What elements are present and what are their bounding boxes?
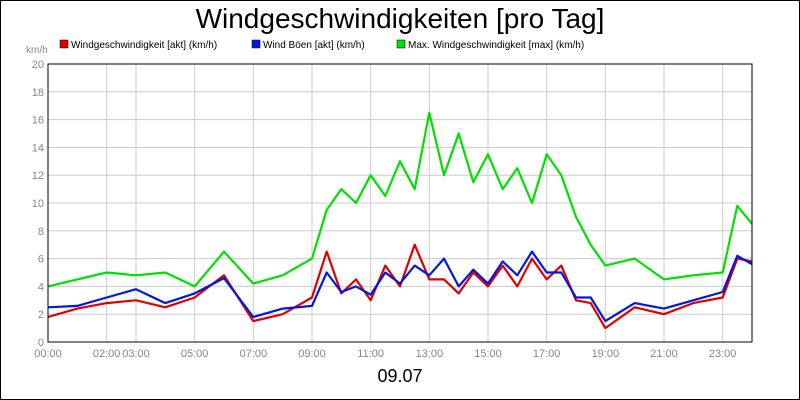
x-tick-label: 03:00 — [122, 348, 150, 360]
legend: Windgeschwindigkeit [akt] (km/h) Wind Böe… — [59, 39, 584, 51]
x-tick-label: 13:00 — [416, 348, 444, 360]
y-tick-label: 14 — [32, 142, 44, 154]
y-axis-unit-label: km/h — [26, 45, 48, 56]
x-tick-label: 00:00 — [34, 348, 62, 360]
y-tick-label: 10 — [32, 198, 44, 210]
x-axis-ticks: 00:00 02:00 03:00 05:00 07:00 09:00 11:00 13:00… — [34, 348, 736, 360]
y-tick-label: 0 — [38, 337, 44, 349]
x-tick-label: 23:00 — [709, 348, 737, 360]
x-tick-label: 02:00 — [93, 348, 121, 360]
legend-swatch — [251, 39, 261, 49]
y-tick-label: 8 — [38, 226, 44, 238]
y-tick-label: 20 — [32, 59, 44, 71]
y-tick-label: 16 — [32, 115, 44, 127]
series-line-1 — [47, 250, 753, 323]
y-tick-label: 2 — [38, 309, 44, 321]
x-tick-label: 05:00 — [181, 348, 209, 360]
y-tick-label: 6 — [38, 254, 44, 266]
x-tick-label: 09:00 — [298, 348, 326, 360]
legend-swatch — [396, 39, 406, 49]
y-tick-label: 4 — [38, 281, 44, 293]
x-tick-label: 17:00 — [533, 348, 561, 360]
x-tick-label: 11:00 — [357, 348, 384, 360]
x-tick-label: 21:00 — [650, 348, 678, 360]
legend-label: Max. Windgeschwindigkeit [max] (km/h) — [408, 40, 584, 51]
y-tick-label: 18 — [32, 87, 44, 99]
y-tick-label: 12 — [32, 170, 44, 182]
x-tick-label: 19:00 — [592, 348, 620, 360]
plot-border — [47, 63, 753, 343]
date-label: 09.07 — [377, 366, 423, 386]
x-tick-label: 07:00 — [240, 348, 268, 360]
series-line-2 — [47, 111, 753, 288]
x-tick-label: 15:00 — [474, 348, 502, 360]
series-line-0 — [47, 243, 753, 330]
legend-label: Windgeschwindigkeit [akt] (km/h) — [71, 40, 217, 51]
legend-label: Wind Böen [akt] (km/h) — [263, 40, 365, 51]
legend-swatch — [59, 39, 69, 49]
series-lines — [47, 111, 753, 330]
grid — [47, 63, 752, 343]
chart-title: Windgeschwindigkeiten [pro Tag] — [195, 3, 605, 34]
y-axis-ticks: 0 2 4 6 8 10 12 14 16 18 20 — [32, 59, 44, 349]
